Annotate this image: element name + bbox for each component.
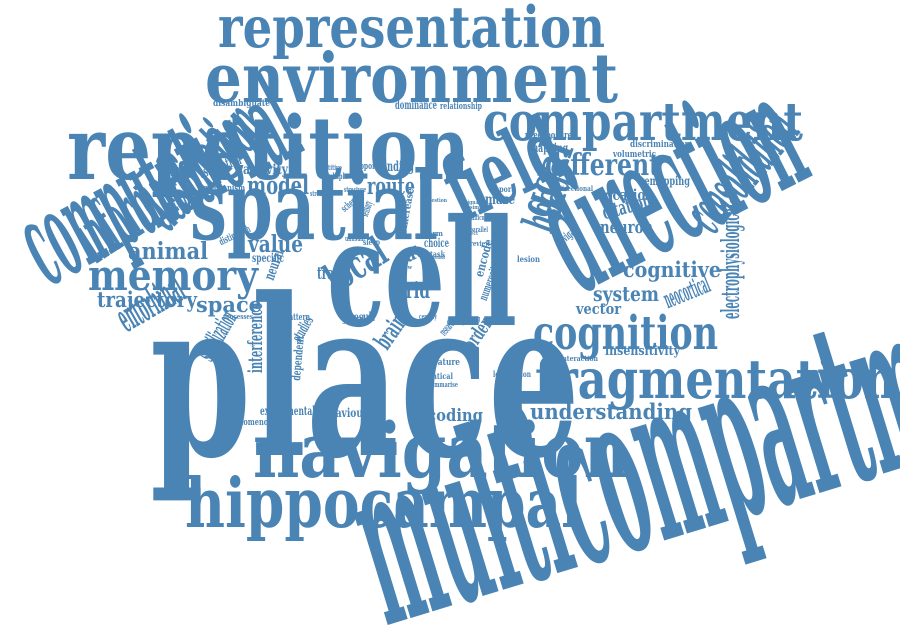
- word-finding: finding: [381, 159, 414, 175]
- word-young: young: [467, 314, 480, 323]
- word-summarise: summarise: [428, 380, 458, 389]
- word-space: space: [196, 293, 262, 318]
- word-repetition: repetition: [67, 97, 470, 200]
- word-dependent: dependent: [289, 334, 307, 381]
- word-discrimination: discrimination: [630, 139, 690, 150]
- word-disambiguate: disambiguate: [213, 98, 270, 109]
- word-medial: medial: [419, 351, 439, 360]
- word-signal: signal: [465, 199, 480, 206]
- word-preexposure: preexposure: [525, 130, 572, 141]
- word-place: place: [150, 251, 580, 507]
- word-experimental: experimental: [260, 404, 315, 418]
- word-gravity: gravity: [447, 317, 465, 326]
- word-relationship: relationship: [440, 101, 482, 112]
- word-system: system: [593, 282, 659, 306]
- word-cognitive: cognitive: [623, 258, 721, 283]
- word-encoding: encoding: [407, 405, 483, 425]
- word-activity: activity: [243, 162, 288, 178]
- word-animal: animal: [128, 237, 208, 265]
- word-cell: cell: [327, 187, 517, 360]
- word-memory: memory: [88, 251, 258, 301]
- word-hippocampal: hippocampal: [185, 464, 582, 544]
- word-century: century: [419, 312, 437, 321]
- word-literature: literature: [420, 357, 460, 368]
- word-neighborhood: neighborhood: [425, 254, 445, 261]
- word-choice: choice: [424, 236, 449, 250]
- word-report: report: [492, 184, 514, 194]
- word-location: location: [600, 186, 654, 204]
- word-localization: localization: [493, 369, 531, 379]
- word-trace: trace: [317, 263, 347, 283]
- word-multiple: multiple: [323, 171, 348, 181]
- word-electrophysiological: electrophysiological: [716, 203, 745, 319]
- word-support: support: [352, 161, 378, 172]
- word-cognition: cognition: [533, 306, 718, 361]
- word-view: view: [400, 264, 412, 271]
- word-remapping: remapping: [640, 174, 690, 188]
- word-understanding: understanding: [530, 400, 692, 425]
- word-maze: maze: [485, 192, 515, 208]
- word-different: different: [545, 147, 660, 182]
- word-stroke: stroke: [310, 189, 325, 198]
- word-lesion: lesion: [517, 254, 540, 264]
- word-insensitivity: insensitivity: [605, 344, 680, 359]
- word-route: route: [367, 172, 415, 200]
- word-mechanism: mechanism: [203, 183, 245, 194]
- word-sleep: sleep: [363, 237, 380, 247]
- word-directional: directional: [558, 184, 593, 193]
- word-navigation: navigation: [253, 406, 630, 495]
- word-task: task: [430, 249, 445, 259]
- word-structure: structure: [344, 185, 366, 194]
- word-environment: environment: [205, 39, 618, 119]
- word-similar: similar: [470, 204, 488, 211]
- word-repetitive: repetitive: [316, 163, 342, 172]
- word-spatial: spatial: [190, 151, 438, 262]
- word-question: question: [425, 197, 447, 204]
- word-identical: identical: [421, 371, 453, 381]
- word-vector: vector: [576, 300, 621, 318]
- word-value: value: [248, 230, 303, 258]
- word-form: form: [425, 229, 443, 238]
- word-difficult: difficult: [470, 213, 488, 222]
- word-neuron: neuron: [600, 217, 653, 238]
- word-compartment: compartment: [483, 90, 803, 153]
- word-processes: processes: [223, 312, 253, 321]
- word-result: result: [350, 310, 375, 324]
- word-volumetric: volumetric: [613, 149, 656, 160]
- word-representation: representation: [218, 0, 605, 61]
- word-global: global: [342, 314, 364, 325]
- word-fragmentation: fragmentation: [535, 347, 896, 411]
- word-specific: specific: [252, 251, 284, 265]
- word-grid: grid: [395, 278, 430, 304]
- word-pattern: pattern: [285, 312, 310, 323]
- word-parallel: parallel: [470, 225, 488, 234]
- word-unusual: unusual: [345, 234, 365, 243]
- word-phenomenon: phenomenon: [225, 417, 273, 428]
- word-interaction: interaction: [560, 354, 598, 363]
- word-trajectory: trajectory: [97, 288, 197, 313]
- word-model: model: [247, 171, 309, 200]
- word-respect: respect: [460, 230, 478, 237]
- word-behavioural: behavioural: [317, 406, 377, 420]
- word-mapping: mapping: [530, 141, 568, 155]
- word-dominance: dominance: [395, 98, 437, 112]
- word-review: review: [470, 239, 490, 248]
